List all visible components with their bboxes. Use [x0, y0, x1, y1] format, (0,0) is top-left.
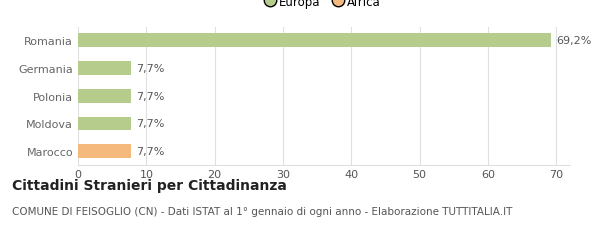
Bar: [78, 117, 131, 131]
Bar: [78, 61, 131, 75]
Text: 69,2%: 69,2%: [556, 36, 592, 46]
Text: 7,7%: 7,7%: [136, 119, 164, 129]
Bar: [78, 145, 131, 159]
Text: 7,7%: 7,7%: [136, 63, 164, 74]
Text: Cittadini Stranieri per Cittadinanza: Cittadini Stranieri per Cittadinanza: [12, 179, 287, 193]
Text: COMUNE DI FEISOGLIO (CN) - Dati ISTAT al 1° gennaio di ogni anno - Elaborazione : COMUNE DI FEISOGLIO (CN) - Dati ISTAT al…: [12, 206, 512, 216]
Bar: [78, 89, 131, 103]
Bar: [78, 34, 551, 48]
Text: 7,7%: 7,7%: [136, 147, 164, 157]
Text: 7,7%: 7,7%: [136, 91, 164, 101]
Legend: Europa, Africa: Europa, Africa: [264, 0, 384, 12]
